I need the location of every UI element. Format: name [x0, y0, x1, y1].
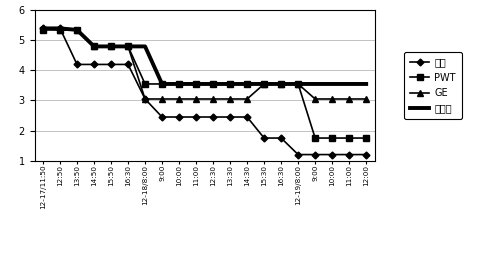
PWT [159, 82, 165, 85]
GE [91, 45, 97, 48]
Line: PWT: PWT [40, 27, 369, 141]
PWT [278, 82, 284, 85]
空白 [40, 27, 46, 30]
空白 [125, 63, 131, 66]
空白 [244, 116, 250, 119]
GE [261, 82, 267, 85]
PWT [312, 136, 318, 140]
GE [312, 97, 318, 100]
空白 [363, 153, 369, 156]
华理工 [176, 82, 182, 85]
GE [159, 97, 165, 100]
PWT [210, 82, 216, 85]
GE [176, 97, 182, 100]
华理工 [244, 82, 250, 85]
PWT [227, 82, 233, 85]
GE [210, 97, 216, 100]
GE [329, 97, 335, 100]
GE [227, 97, 233, 100]
华理工 [312, 82, 318, 85]
空白 [346, 153, 352, 156]
空白 [159, 116, 165, 119]
华理工 [363, 82, 369, 85]
空白 [329, 153, 335, 156]
空白 [278, 136, 284, 140]
GE [278, 82, 284, 85]
空白 [295, 153, 301, 156]
华理工 [329, 82, 335, 85]
华理工 [210, 82, 216, 85]
GE [244, 97, 250, 100]
空白 [193, 116, 199, 119]
华理工 [40, 27, 46, 30]
GE [193, 97, 199, 100]
GE [142, 97, 148, 100]
华理工 [346, 82, 352, 85]
空白 [261, 136, 267, 140]
Line: 华理工: 华理工 [43, 28, 366, 84]
华理工 [108, 45, 114, 48]
GE [125, 45, 131, 48]
Line: GE: GE [40, 25, 369, 102]
GE [295, 82, 301, 85]
PWT [176, 82, 182, 85]
华理工 [227, 82, 233, 85]
华理工 [295, 82, 301, 85]
GE [40, 27, 46, 30]
华理工 [91, 45, 97, 48]
GE [74, 28, 80, 31]
PWT [261, 82, 267, 85]
空白 [142, 97, 148, 100]
空白 [74, 63, 80, 66]
空白 [227, 116, 233, 119]
PWT [57, 28, 63, 31]
PWT [363, 136, 369, 140]
华理工 [278, 82, 284, 85]
PWT [329, 136, 335, 140]
PWT [91, 45, 97, 48]
PWT [295, 82, 301, 85]
空白 [176, 116, 182, 119]
空白 [312, 153, 318, 156]
PWT [244, 82, 250, 85]
GE [363, 97, 369, 100]
PWT [346, 136, 352, 140]
GE [346, 97, 352, 100]
华理工 [159, 82, 165, 85]
Legend: 空白, PWT, GE, 华理工: 空白, PWT, GE, 华理工 [404, 52, 461, 119]
PWT [193, 82, 199, 85]
华理工 [193, 82, 199, 85]
PWT [142, 82, 148, 85]
PWT [40, 28, 46, 31]
Line: 空白: 空白 [40, 26, 369, 157]
PWT [74, 28, 80, 31]
PWT [125, 45, 131, 48]
华理工 [74, 28, 80, 31]
PWT [108, 45, 114, 48]
华理工 [261, 82, 267, 85]
空白 [57, 27, 63, 30]
GE [57, 28, 63, 31]
空白 [108, 63, 114, 66]
华理工 [57, 27, 63, 30]
华理工 [125, 45, 131, 48]
华理工 [142, 45, 148, 48]
GE [108, 45, 114, 48]
空白 [210, 116, 216, 119]
空白 [91, 63, 97, 66]
